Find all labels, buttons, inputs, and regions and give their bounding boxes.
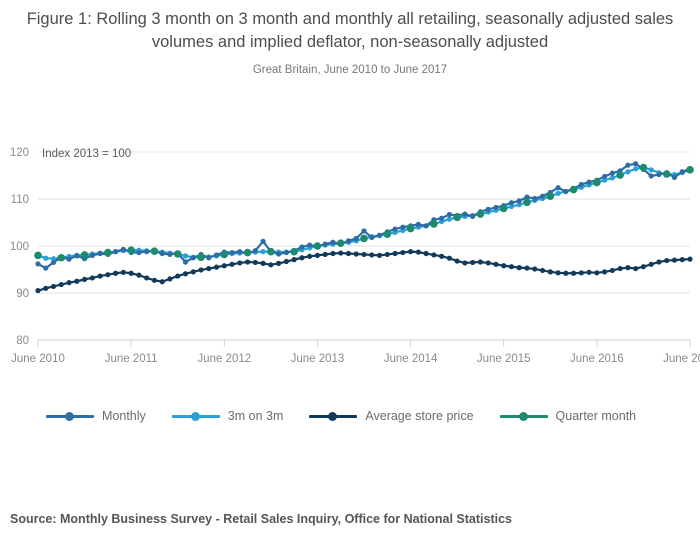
series-quarter-month (34, 163, 694, 262)
line-chart: 80 90 100 110 120 Index 2013 = 100 June 2010 Ju… (10, 147, 700, 365)
legend-label-monthly: Monthly (102, 409, 146, 423)
page-title: Figure 1: Rolling 3 month on 3 month and… (26, 10, 674, 51)
legend-item-monthly[interactable]: Monthly (46, 409, 146, 423)
x-axis-tick-june-2012: June 2012 (197, 353, 251, 365)
series-3m-on-3m (35, 164, 693, 262)
series-average-store-price (35, 249, 693, 294)
chart-legend: Monthly 3m on 3m Average store price Qua… (46, 404, 686, 428)
x-axis-tick-june-2010: June 2010 (11, 353, 65, 365)
y-axis-tick-90: 90 (16, 288, 29, 300)
legend-item-average-store-price[interactable]: Average store price (309, 409, 474, 423)
x-axis-tick-june-2015: June 2015 (477, 353, 531, 365)
y-axis-tick-110: 110 (11, 194, 29, 206)
x-axis-tick-june-2011: June 2011 (105, 353, 158, 365)
chart-area: 80 90 100 110 120 Index 2013 = 100 June 2010 Ju… (0, 118, 700, 383)
index-annotation: Index 2013 = 100 (42, 148, 131, 160)
y-axis-tick-120: 120 (10, 147, 29, 159)
figure-subtitle: Great Britain, June 2010 to June 2017 (252, 64, 448, 76)
legend-item-quarter-month[interactable]: Quarter month (499, 409, 637, 423)
title-block: Figure 1: Rolling 3 month on 3 month and… (0, 0, 700, 76)
x-axis-tick-june-2013: June 2013 (291, 353, 345, 365)
series-monthly (35, 161, 693, 271)
x-axis-tick-june-2014: June 2014 (384, 353, 438, 365)
legend-swatch-3m-on-3m (171, 410, 220, 422)
legend-label-3m-on-3m: 3m on 3m (227, 409, 284, 423)
source-note: Source: Monthly Business Survey - Retail… (10, 512, 512, 526)
legend-swatch-average-store-price (309, 410, 358, 422)
y-axis-tick-100: 100 (10, 241, 29, 253)
legend-swatch-quarter-month (499, 410, 548, 422)
x-axis-tick-june-2017: June 2017 (663, 353, 700, 365)
legend-item-3m-on-3m[interactable]: 3m on 3m (171, 409, 284, 423)
legend-label-quarter-month: Quarter month (555, 409, 637, 423)
x-axis-tick-june-2016: June 2016 (570, 353, 624, 365)
legend-label-average-store-price: Average store price (365, 409, 474, 423)
y-axis-tick-80: 80 (16, 335, 29, 347)
legend-swatch-monthly (46, 410, 94, 422)
